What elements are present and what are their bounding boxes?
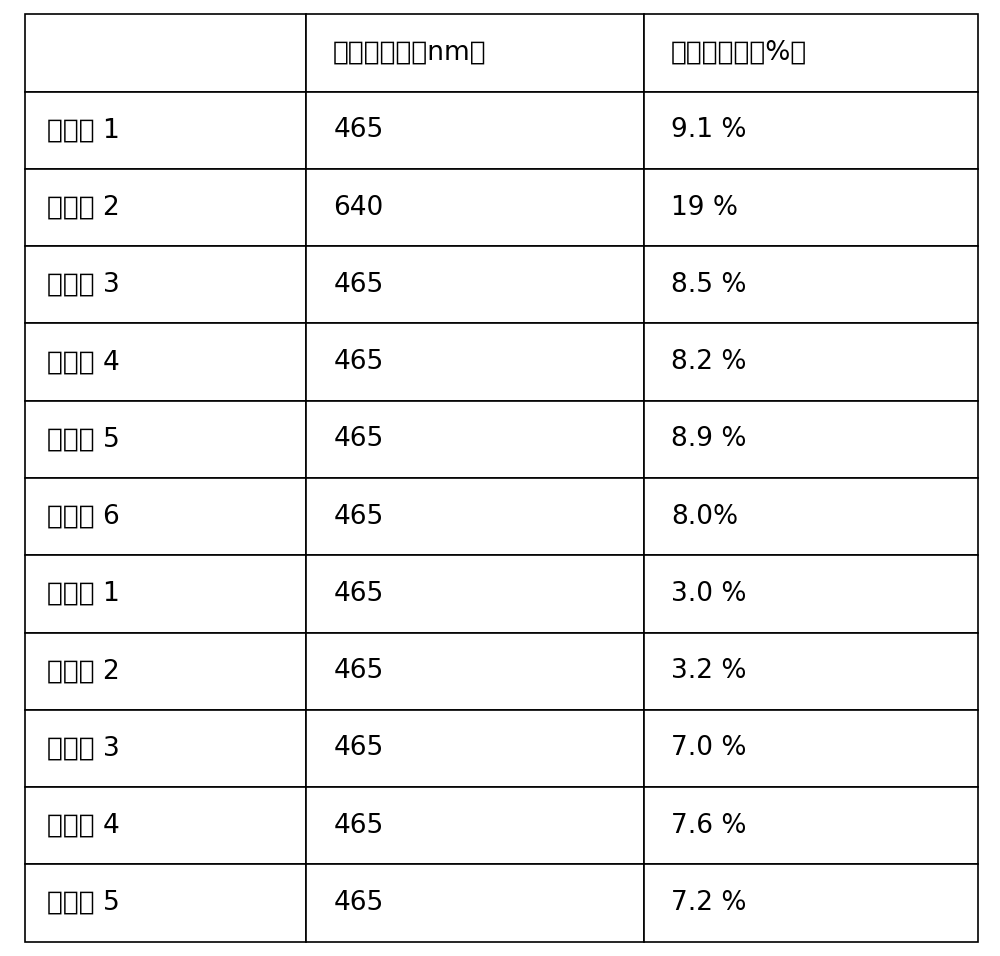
Text: 465: 465 [333, 272, 383, 298]
Text: 实施例 2: 实施例 2 [47, 194, 120, 221]
Text: 8.2 %: 8.2 % [671, 349, 747, 375]
Bar [644, 92, 978, 169]
Text: 8.5 %: 8.5 % [671, 272, 747, 298]
Text: 465: 465 [333, 658, 383, 684]
Text: 465: 465 [333, 813, 383, 838]
Bar [644, 787, 978, 864]
Bar [306, 247, 644, 323]
Text: 3.0 %: 3.0 % [671, 581, 747, 607]
Bar [306, 633, 644, 709]
Bar [644, 633, 978, 709]
Bar [25, 169, 306, 247]
Bar [25, 555, 306, 633]
Text: 465: 465 [333, 118, 383, 143]
Text: 8.9 %: 8.9 % [671, 426, 747, 452]
Bar [306, 787, 644, 864]
Bar [644, 864, 978, 942]
Bar [306, 169, 644, 247]
Text: 实施例 5: 实施例 5 [47, 426, 120, 452]
Text: 465: 465 [333, 735, 383, 762]
Text: 465: 465 [333, 581, 383, 607]
Bar [644, 323, 978, 401]
Bar [306, 92, 644, 169]
Text: 640: 640 [333, 194, 383, 221]
Bar [644, 14, 978, 92]
Bar [644, 169, 978, 247]
Bar [25, 323, 306, 401]
Bar [306, 401, 644, 478]
Bar [644, 401, 978, 478]
Text: 19 %: 19 % [671, 194, 738, 221]
Text: 465: 465 [333, 504, 383, 530]
Bar [25, 787, 306, 864]
Bar [644, 555, 978, 633]
Bar [25, 92, 306, 169]
Text: 3.2 %: 3.2 % [671, 658, 747, 684]
Bar [25, 864, 306, 942]
Bar [25, 14, 306, 92]
Text: 8.0%: 8.0% [671, 504, 738, 530]
Text: 对比例 5: 对比例 5 [47, 890, 120, 916]
Text: 实施例 1: 实施例 1 [47, 118, 120, 143]
Text: 7.0 %: 7.0 % [671, 735, 747, 762]
Text: 对比例 2: 对比例 2 [47, 658, 120, 684]
Bar [306, 14, 644, 92]
Bar [306, 478, 644, 555]
Bar [25, 247, 306, 323]
Text: 对比例 4: 对比例 4 [47, 813, 120, 838]
Text: 外量子效率（%）: 外量子效率（%） [671, 40, 807, 66]
Text: 465: 465 [333, 349, 383, 375]
Bar [25, 401, 306, 478]
Bar [306, 555, 644, 633]
Text: 465: 465 [333, 890, 383, 916]
Text: 发射峰位置（nm）: 发射峰位置（nm） [333, 40, 487, 66]
Bar [644, 247, 978, 323]
Text: 7.2 %: 7.2 % [671, 890, 747, 916]
Text: 实施例 3: 实施例 3 [47, 272, 120, 298]
Bar [25, 709, 306, 787]
Bar [644, 709, 978, 787]
Bar [25, 633, 306, 709]
Bar [25, 478, 306, 555]
Text: 9.1 %: 9.1 % [671, 118, 747, 143]
Text: 实施例 6: 实施例 6 [47, 504, 120, 530]
Bar [644, 478, 978, 555]
Bar [306, 323, 644, 401]
Bar [306, 709, 644, 787]
Text: 7.6 %: 7.6 % [671, 813, 747, 838]
Text: 实施例 4: 实施例 4 [47, 349, 120, 375]
Text: 对比例 3: 对比例 3 [47, 735, 120, 762]
Text: 465: 465 [333, 426, 383, 452]
Bar [306, 864, 644, 942]
Text: 对比例 1: 对比例 1 [47, 581, 120, 607]
